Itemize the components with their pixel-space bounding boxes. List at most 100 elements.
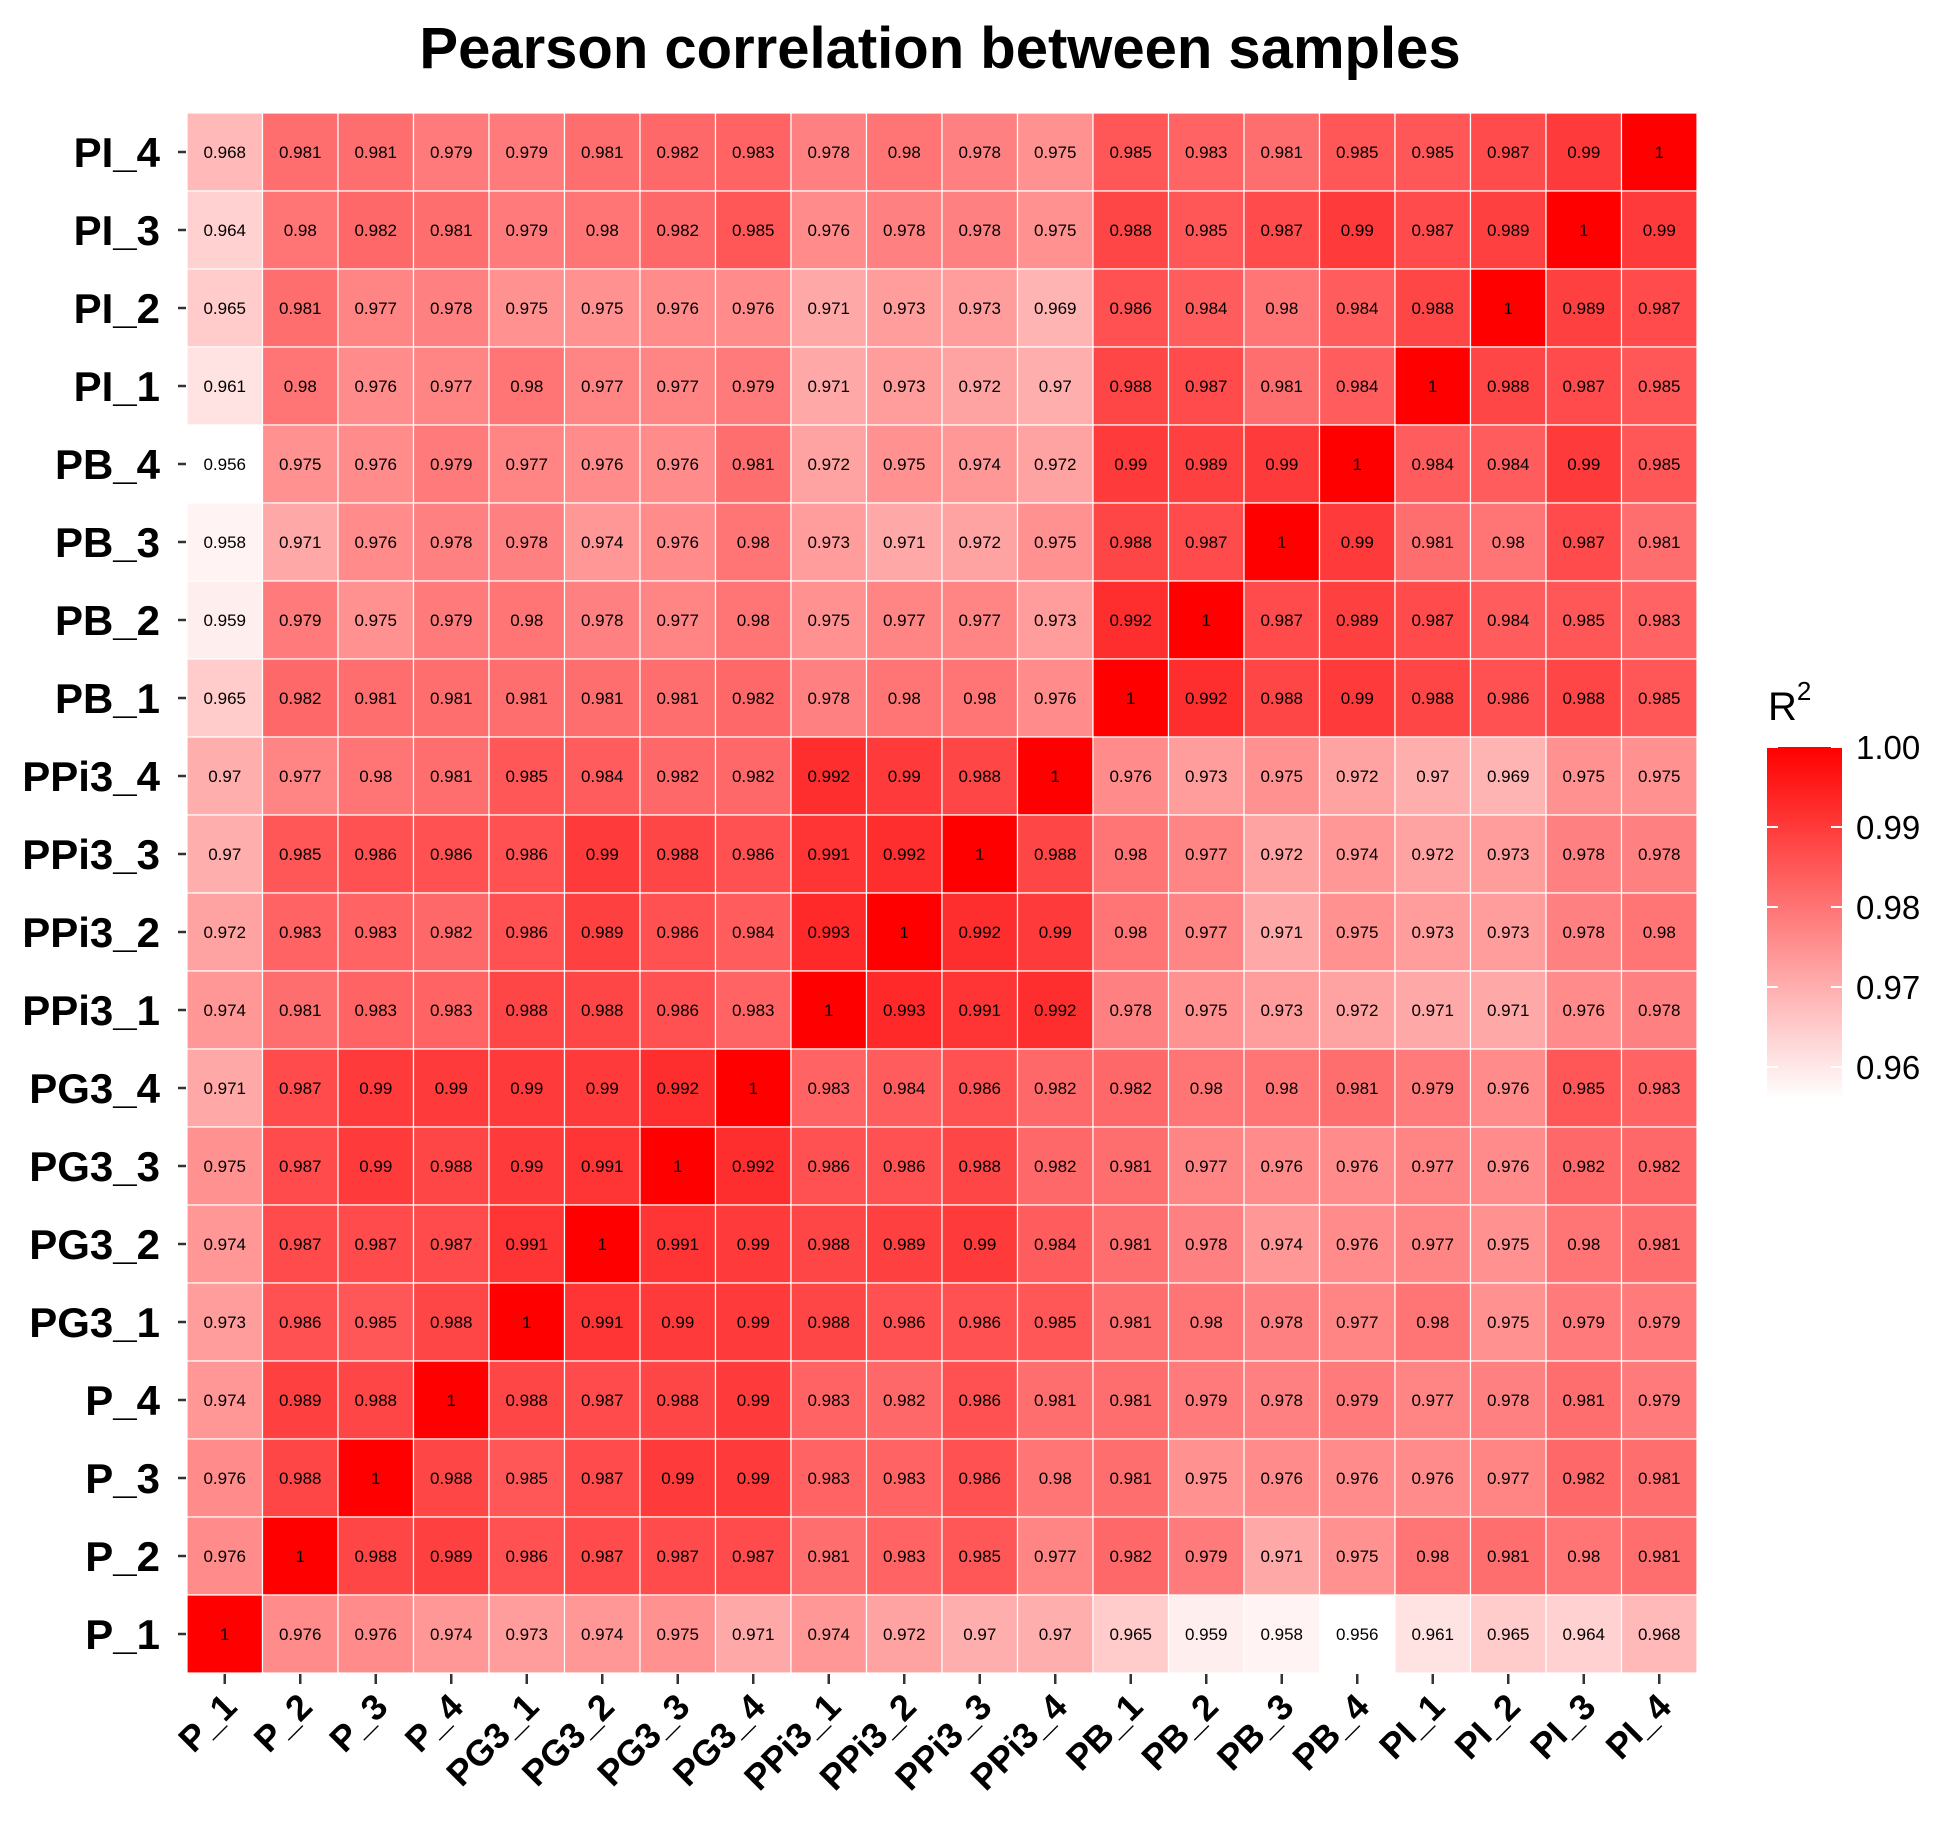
cell-value-PI_3-PB_2: 0.985	[1185, 221, 1228, 240]
cell-value-PPi3_1-PI_4: 0.978	[1638, 1001, 1681, 1020]
cell-value-PPi3_1-PPi3_1: 1	[824, 1001, 833, 1020]
heatmap-cell-PPi3_1-PB_4	[1318, 970, 1396, 1050]
row-label-PI_3: PI_3	[74, 207, 160, 254]
cell-value-PB_3-PB_1: 0.988	[1109, 533, 1152, 552]
cell-value-P_3-PPi3_4: 0.98	[1039, 1469, 1072, 1488]
cell-value-PB_4-PB_1: 0.99	[1114, 455, 1147, 474]
cell-value-PPi3_4-P_4: 0.981	[430, 767, 473, 786]
cell-value-P_3-PI_2: 0.977	[1487, 1469, 1530, 1488]
cell-value-P_3-PPi3_3: 0.986	[958, 1469, 1001, 1488]
cell-value-P_3-P_3: 1	[371, 1469, 380, 1488]
cell-value-PB_1-P_3: 0.981	[354, 689, 397, 708]
heatmap-cell-PB_2-P_1	[186, 580, 264, 660]
cell-value-PPi3_1-PG3_4: 0.983	[732, 1001, 775, 1020]
heatmap-cell-PG3_1-PI_1	[1394, 1282, 1472, 1362]
heatmap-cell-PI_3-PG3_4	[714, 190, 792, 270]
cell-value-PG3_1-P_1: 0.973	[203, 1313, 246, 1332]
cell-value-PG3_2-PB_3: 0.974	[1260, 1235, 1303, 1254]
heatmap-cell-PG3_4-PPi3_3	[941, 1048, 1019, 1128]
cell-value-PPi3_1-PI_1: 0.971	[1411, 1001, 1454, 1020]
cell-value-PPi3_3-PG3_4: 0.986	[732, 845, 775, 864]
cell-value-PB_3-P_1: 0.958	[203, 533, 246, 552]
heatmap-cell-PI_2-PG3_2	[563, 268, 641, 348]
heatmap-cell-PG3_4-PPi3_1	[790, 1048, 868, 1128]
heatmap-cell-PPi3_4-P_2	[261, 736, 339, 816]
cell-value-PB_1-PPi3_2: 0.98	[888, 689, 921, 708]
cell-value-PI_3-PI_2: 0.989	[1487, 221, 1530, 240]
heatmap-cell-PG3_4-PB_4	[1318, 1048, 1396, 1128]
heatmap-cell-PG3_2-PI_2	[1469, 1204, 1547, 1284]
heatmap-cell-PI_2-P_2	[261, 268, 339, 348]
cell-value-PB_4-PB_3: 0.99	[1265, 455, 1298, 474]
cell-value-PPi3_2-PB_3: 0.971	[1260, 923, 1303, 942]
cell-value-PB_3-PB_4: 0.99	[1341, 533, 1374, 552]
heatmap-cell-PPi3_2-PPi3_3	[941, 892, 1019, 972]
cell-value-PB_4-PPi3_1: 0.972	[807, 455, 850, 474]
heatmap-cell-PI_4-PB_4	[1318, 112, 1396, 192]
cell-value-PI_2-PG3_4: 0.976	[732, 299, 775, 318]
heatmap-cell-P_1-PB_1	[1092, 1594, 1170, 1674]
cell-value-P_3-PI_1: 0.976	[1411, 1469, 1454, 1488]
cell-value-PI_1-PPi3_2: 0.973	[883, 377, 926, 396]
heatmap-cell-PB_1-PG3_1	[488, 658, 566, 738]
cell-value-PI_1-PPi3_4: 0.97	[1039, 377, 1072, 396]
heatmap-cell-PG3_4-PB_3	[1243, 1048, 1321, 1128]
cell-value-PPi3_4-P_3: 0.98	[359, 767, 392, 786]
cell-value-PI_1-PI_1: 1	[1428, 377, 1437, 396]
cell-value-P_4-PPi3_1: 0.983	[807, 1391, 850, 1410]
cell-value-PB_4-PI_3: 0.99	[1567, 455, 1600, 474]
cell-value-PB_4-PG3_4: 0.981	[732, 455, 775, 474]
heatmap-cell-P_4-PPi3_1	[790, 1360, 868, 1440]
heatmap-cell-PI_2-PG3_1	[488, 268, 566, 348]
cell-value-PPi3_3-PI_3: 0.978	[1562, 845, 1605, 864]
cell-value-PB_1-PB_3: 0.988	[1260, 689, 1303, 708]
cell-value-P_3-PB_2: 0.975	[1185, 1469, 1228, 1488]
cell-value-P_2-PB_4: 0.975	[1336, 1547, 1379, 1566]
cell-value-PG3_4-PI_4: 0.983	[1638, 1079, 1681, 1098]
heatmap-cell-PPi3_3-PG3_4	[714, 814, 792, 894]
cell-value-P_4-PB_4: 0.979	[1336, 1391, 1379, 1410]
heatmap-cell-PPi3_3-PB_2	[1167, 814, 1245, 894]
cell-value-PG3_2-P_3: 0.987	[354, 1235, 397, 1254]
heatmap-cell-PB_3-PI_4	[1620, 502, 1698, 582]
cell-value-PPi3_4-PG3_1: 0.985	[505, 767, 548, 786]
cell-value-PG3_2-PI_4: 0.981	[1638, 1235, 1681, 1254]
legend-ticks: 1.00 0.99 0.98 0.97 0.96	[1767, 729, 1920, 1086]
row-label-PG3_3: PG3_3	[29, 1143, 160, 1190]
heatmap-cell-PB_3-PB_3	[1243, 502, 1321, 582]
heatmap-cell-PG3_4-PG3_1	[488, 1048, 566, 1128]
cell-value-PG3_2-PPi3_3: 0.99	[963, 1235, 996, 1254]
cell-value-PI_3-PG3_3: 0.982	[656, 221, 699, 240]
cell-value-PPi3_2-PPi3_1: 0.993	[807, 923, 850, 942]
cell-value-PB_4-PG3_1: 0.977	[505, 455, 548, 474]
heatmap-cell-PG3_2-PI_3	[1545, 1204, 1623, 1284]
heatmap-cell-PB_4-PPi3_4	[1016, 424, 1094, 504]
cell-value-PG3_1-PG3_2: 0.991	[581, 1313, 624, 1332]
cell-value-PI_2-PG3_3: 0.976	[656, 299, 699, 318]
heatmap-cell-P_3-PG3_3	[639, 1438, 717, 1518]
col-label-P_2: P_2	[246, 1686, 320, 1760]
heatmap-cell-PPi3_4-PG3_3	[639, 736, 717, 816]
heatmap-cell-PPi3_1-PG3_3	[639, 970, 717, 1050]
col-label-PI_2: PI_2	[1447, 1686, 1528, 1767]
cell-value-PG3_1-PPi3_1: 0.988	[807, 1313, 850, 1332]
row-label-PPi3_3: PPi3_3	[22, 831, 160, 878]
cell-value-P_1-PPi3_4: 0.97	[1039, 1625, 1072, 1644]
cell-value-PI_1-P_4: 0.977	[430, 377, 473, 396]
cell-value-PPi3_2-P_1: 0.972	[203, 923, 246, 942]
heatmap-cell-PB_2-PB_3	[1243, 580, 1321, 660]
cell-value-PG3_1-P_2: 0.986	[279, 1313, 322, 1332]
heatmap-cell-PPi3_2-PG3_4	[714, 892, 792, 972]
cell-value-PPi3_4-PB_4: 0.972	[1336, 767, 1379, 786]
cell-value-P_4-PI_1: 0.977	[1411, 1391, 1454, 1410]
cell-value-PB_2-P_1: 0.959	[203, 611, 246, 630]
cell-value-PI_1-PG3_2: 0.977	[581, 377, 624, 396]
cell-value-P_4-PG3_2: 0.987	[581, 1391, 624, 1410]
cell-value-PI_2-PG3_2: 0.975	[581, 299, 624, 318]
legend-tick-label-0.99: 0.99	[1856, 809, 1920, 846]
heatmap-cell-P_3-PPi3_4	[1016, 1438, 1094, 1518]
row-label-PPi3_4: PPi3_4	[22, 753, 160, 800]
heatmap-cell-PPi3_2-PPi3_2	[865, 892, 943, 972]
cell-value-PG3_4-PI_3: 0.985	[1562, 1079, 1605, 1098]
cell-value-PI_2-PI_2: 1	[1504, 299, 1513, 318]
